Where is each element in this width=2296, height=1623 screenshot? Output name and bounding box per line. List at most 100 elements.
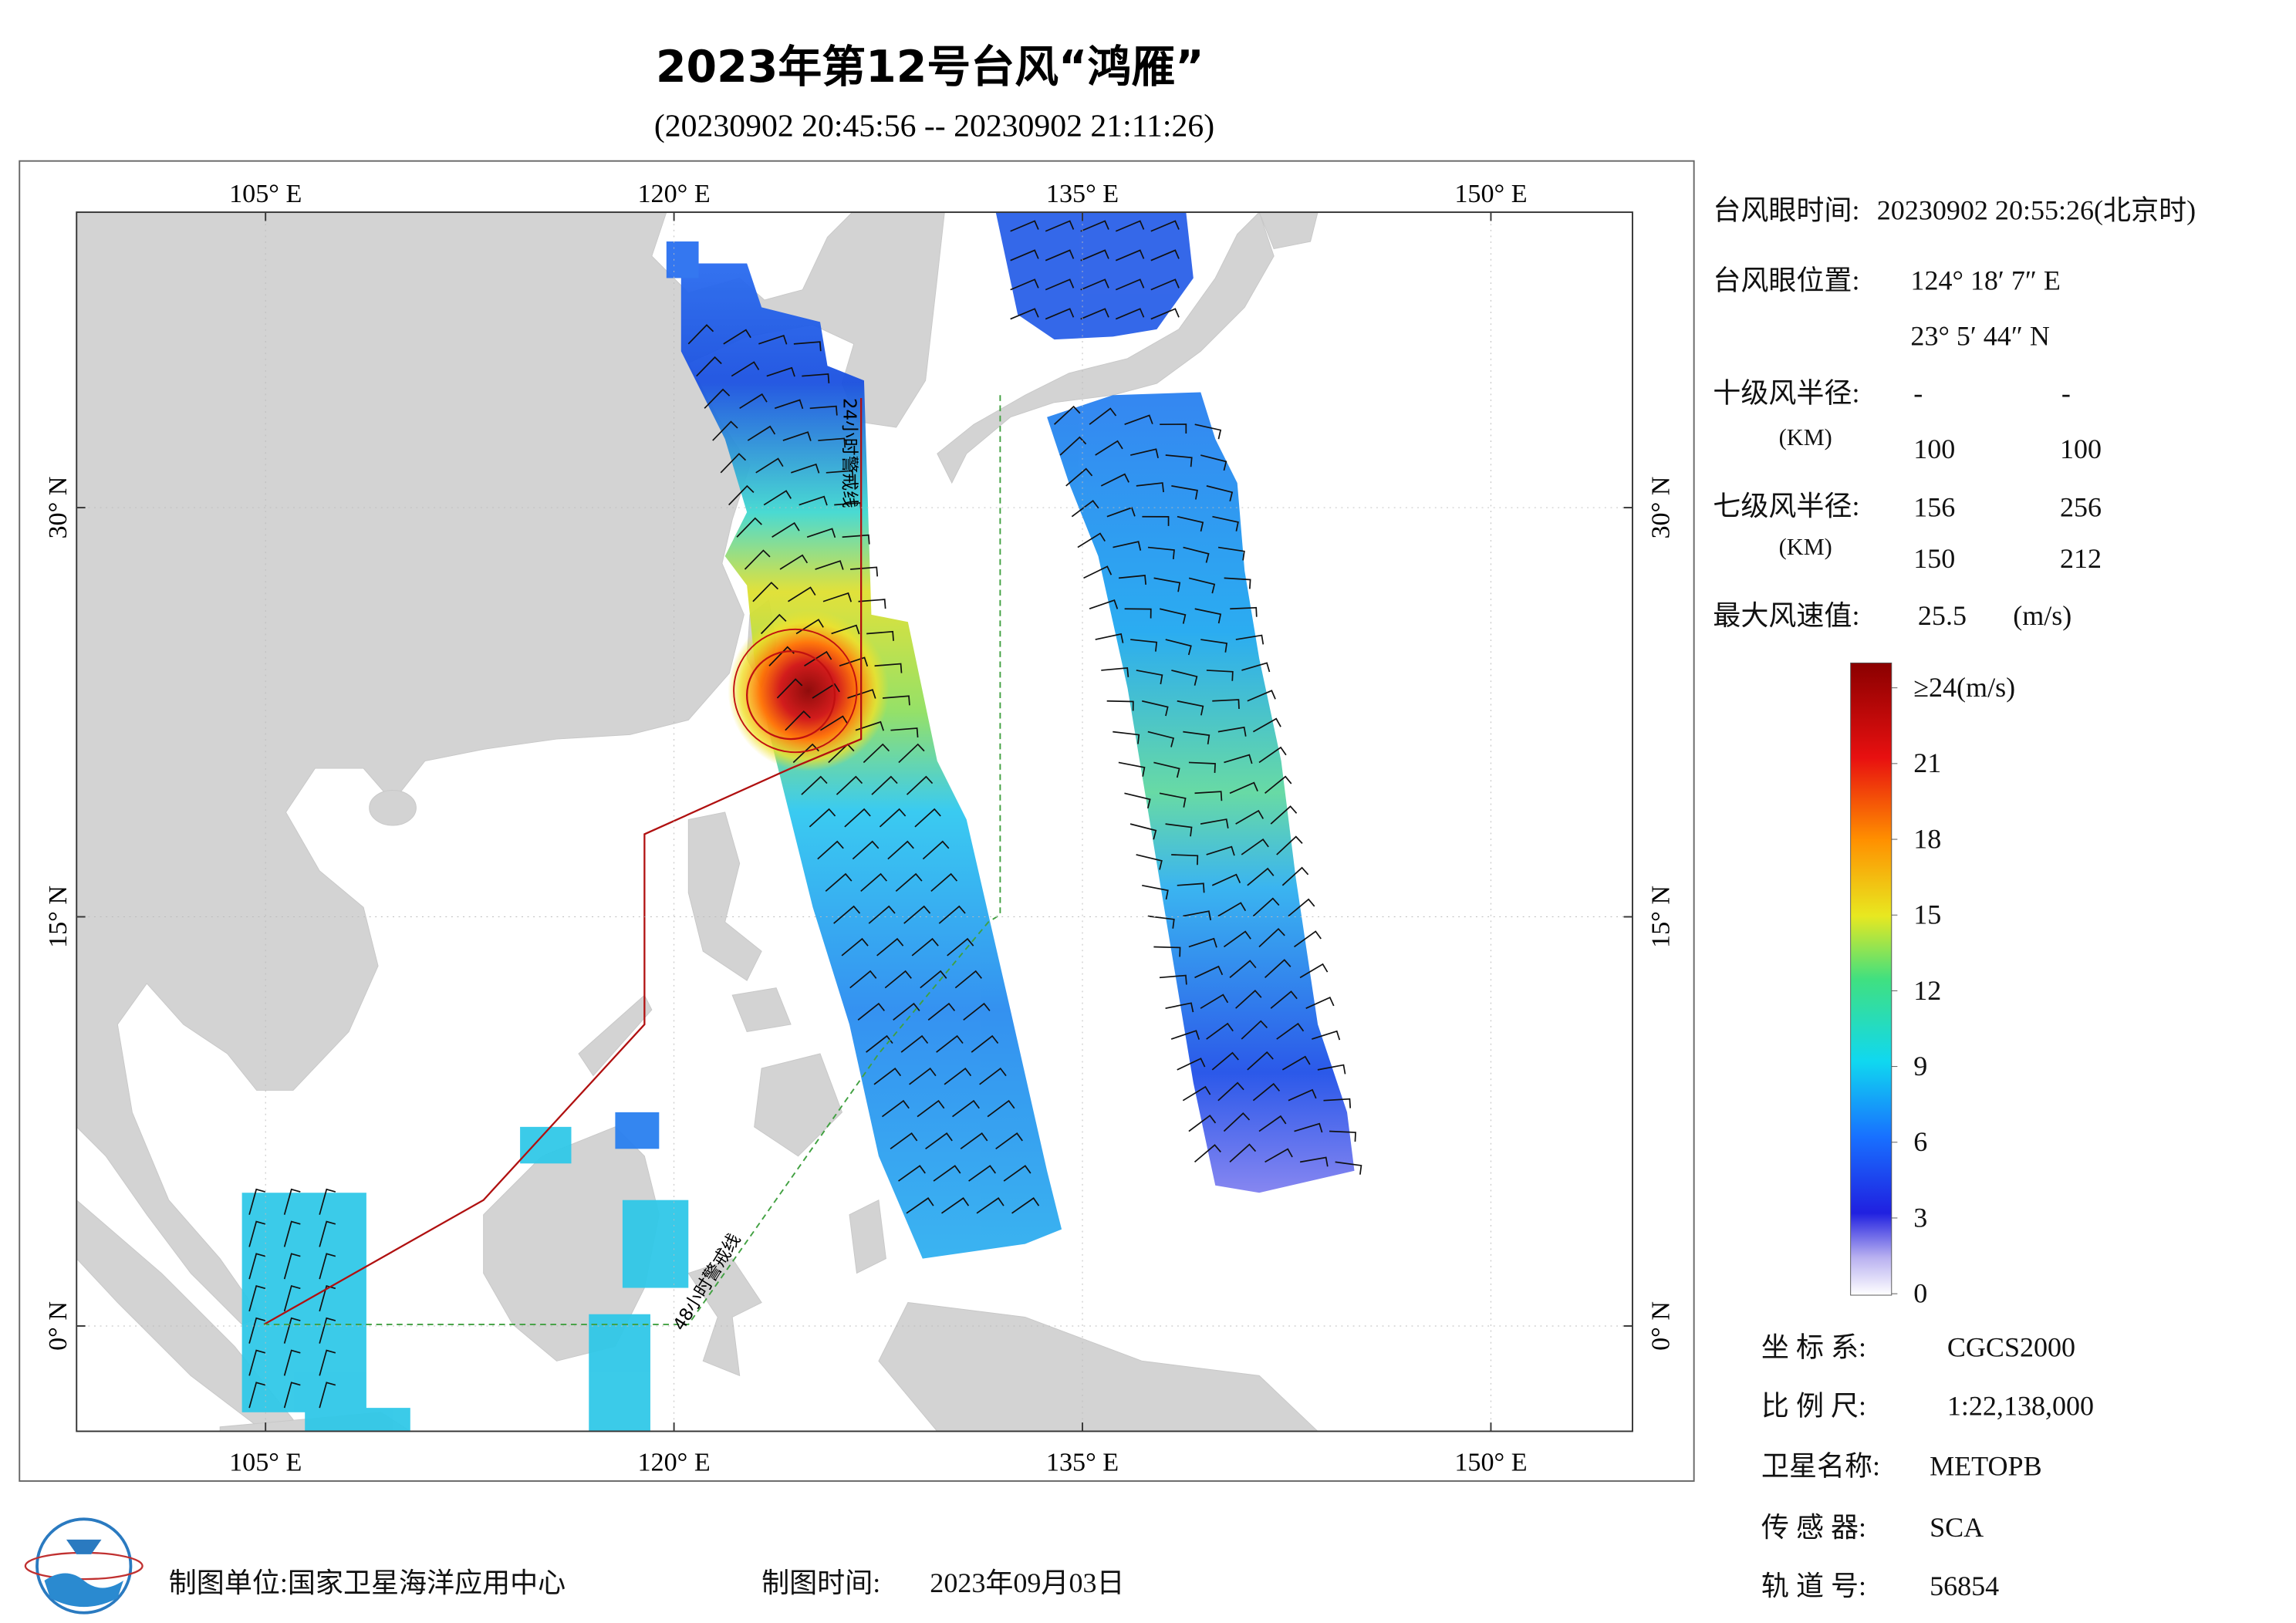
wind-barb <box>1150 278 1180 291</box>
wind-barb <box>1150 220 1180 232</box>
colorbar <box>1850 662 1893 1296</box>
wind-barb <box>1136 482 1164 493</box>
land <box>76 211 1319 1432</box>
wind-barb <box>1115 308 1145 320</box>
wind-barb <box>1153 761 1180 778</box>
wind-barb <box>1118 761 1146 777</box>
map-frame <box>76 211 1633 1432</box>
wind-barb <box>319 1285 336 1312</box>
wind-barb <box>1194 1144 1221 1163</box>
wind-barb <box>1071 500 1099 518</box>
wind-barb <box>1045 308 1075 320</box>
wind-barb <box>1165 1002 1194 1013</box>
wind-barb <box>898 1165 926 1182</box>
wind-barb <box>1258 927 1285 948</box>
wind-barb <box>906 775 934 795</box>
wind-barb <box>723 329 751 345</box>
colorbar-label: 21 <box>1913 747 1941 778</box>
wind-barb <box>1113 731 1140 744</box>
wind-barb <box>1130 639 1158 652</box>
wind-barb <box>319 1349 336 1376</box>
wind-barb <box>1080 278 1109 291</box>
wind-barb <box>941 1197 970 1214</box>
wind-barb <box>866 1034 893 1053</box>
wind-barb <box>1124 414 1153 425</box>
wind-barb <box>1165 639 1192 656</box>
wind-barb <box>755 457 784 474</box>
wind-barb <box>1177 700 1204 716</box>
wind-barb <box>1188 1115 1217 1132</box>
wind-barb <box>1206 485 1234 501</box>
info-value: 212 <box>2060 543 2102 574</box>
colorbar-label: ≥24(m/s) <box>1913 672 2015 703</box>
wind-barb <box>319 1188 336 1215</box>
meta-label: 比 例 尺: <box>1761 1391 1866 1422</box>
colorbar-ticks: 0 3 6 9 12 15 18 21 ≥24(m/s) <box>1891 672 2015 1309</box>
wind-barb <box>696 356 722 377</box>
wind-barb <box>1200 818 1229 828</box>
lon-label: 105° E <box>229 1449 302 1477</box>
wind-barb <box>248 1220 266 1247</box>
wind-barb <box>857 1002 885 1021</box>
wind-barb <box>1183 910 1212 921</box>
wind-barb <box>890 727 919 738</box>
wind-barb <box>809 405 838 416</box>
lon-label: 135° E <box>1046 180 1119 208</box>
wind-barb <box>1095 440 1123 456</box>
meta-label: 卫星名称: <box>1761 1450 1880 1481</box>
wind-barb <box>248 1285 266 1312</box>
colorbar-label: 18 <box>1913 823 1941 854</box>
wind-barb <box>752 582 778 602</box>
wind-barb <box>795 619 824 635</box>
wind-barb <box>1212 699 1240 710</box>
wind-barb <box>881 1099 910 1118</box>
wind-barb <box>687 324 714 345</box>
wind-barb <box>841 937 869 957</box>
wind-barb <box>849 970 877 989</box>
wind-barb <box>1171 485 1198 500</box>
wind-barb <box>930 872 958 892</box>
wind-barb <box>812 683 840 699</box>
wind-barb <box>1045 278 1075 291</box>
wind-barb <box>1095 633 1124 643</box>
wind-barb <box>1247 867 1275 886</box>
wind-barb <box>248 1382 266 1409</box>
wind-barb <box>936 1034 964 1053</box>
wind-barb <box>1270 990 1298 1009</box>
wind-barb <box>1129 823 1157 840</box>
wind-barb <box>976 1197 1004 1214</box>
wind-barb <box>1252 717 1281 733</box>
wind-barb <box>758 334 788 345</box>
wind-barb <box>1100 473 1129 487</box>
wind-barb <box>1080 308 1109 320</box>
wind-barb <box>1159 974 1187 985</box>
wind-barb <box>791 463 820 474</box>
wind-barb <box>1045 220 1075 232</box>
wind-barb <box>744 549 771 570</box>
wind-barb <box>879 808 907 828</box>
wind-barb <box>782 431 812 441</box>
wind-barb <box>1183 731 1210 745</box>
wind-barb <box>801 775 828 795</box>
info-label: 十级风半径: <box>1713 378 1859 409</box>
wind-barb <box>868 905 896 924</box>
sulawesi <box>687 1258 762 1377</box>
wind-barb <box>920 970 947 989</box>
wind-barb <box>833 905 861 924</box>
info-label: 台风眼位置: <box>1713 265 1859 296</box>
wind-barb <box>283 1317 301 1344</box>
wind-barb <box>1247 1051 1274 1071</box>
wind-barb <box>793 341 822 352</box>
wind-barb <box>1177 882 1205 893</box>
lon-label: 150° E <box>1454 1449 1527 1477</box>
lon-label: 150° E <box>1454 180 1527 208</box>
wind-barb <box>1229 960 1257 978</box>
wind-barb <box>1281 866 1309 886</box>
logo <box>24 1517 144 1615</box>
wind-barb <box>1115 220 1145 232</box>
wind-barb <box>1136 854 1163 870</box>
meta-value: 1:22,138,000 <box>1947 1391 2094 1422</box>
wind-barb <box>884 970 912 989</box>
philippines <box>578 812 843 1157</box>
wind-barb <box>1264 1148 1293 1163</box>
